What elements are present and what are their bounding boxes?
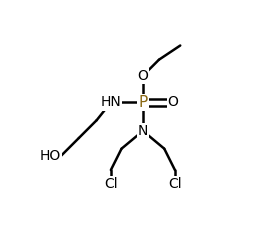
Text: HO: HO bbox=[40, 149, 61, 163]
Text: HN: HN bbox=[101, 95, 121, 109]
Text: O: O bbox=[138, 69, 148, 83]
Text: N: N bbox=[138, 124, 148, 138]
Text: Cl: Cl bbox=[168, 177, 182, 191]
Text: P: P bbox=[138, 95, 148, 110]
Text: O: O bbox=[168, 95, 179, 109]
Text: Cl: Cl bbox=[104, 177, 118, 191]
